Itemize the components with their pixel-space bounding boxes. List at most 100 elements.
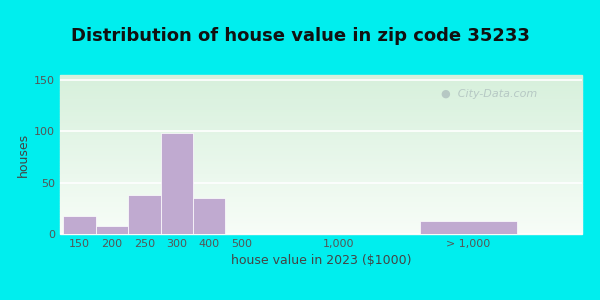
Bar xyxy=(60,88,582,89)
Bar xyxy=(60,140,582,142)
Bar xyxy=(60,91,582,92)
Bar xyxy=(60,221,582,223)
Bar xyxy=(60,207,582,208)
Bar xyxy=(60,147,582,148)
Bar xyxy=(60,224,582,226)
Bar xyxy=(60,231,582,233)
Bar xyxy=(60,150,582,151)
Bar xyxy=(60,142,582,143)
Bar xyxy=(60,163,582,164)
Bar xyxy=(60,164,582,166)
Bar xyxy=(60,116,582,118)
Bar xyxy=(60,161,582,163)
Bar xyxy=(60,115,582,116)
Bar xyxy=(60,169,582,170)
Bar xyxy=(60,178,582,180)
Bar xyxy=(60,166,582,167)
Bar xyxy=(60,196,582,197)
Bar xyxy=(60,183,582,185)
Bar xyxy=(60,86,582,88)
Bar xyxy=(60,232,582,234)
Bar xyxy=(60,172,582,174)
Bar xyxy=(60,124,582,126)
Bar xyxy=(60,113,582,115)
Bar xyxy=(60,85,582,86)
Bar xyxy=(60,177,582,178)
Bar xyxy=(60,118,582,119)
Bar xyxy=(420,221,517,234)
Bar xyxy=(60,121,582,123)
Bar xyxy=(60,228,582,229)
Bar xyxy=(60,158,582,159)
Bar xyxy=(60,180,582,182)
Bar xyxy=(60,129,582,131)
Bar xyxy=(60,89,582,91)
Bar xyxy=(60,128,582,129)
Bar xyxy=(60,175,582,177)
Bar xyxy=(60,76,582,78)
Bar xyxy=(60,139,582,140)
Bar xyxy=(60,110,582,112)
X-axis label: house value in 2023 ($1000): house value in 2023 ($1000) xyxy=(231,254,411,267)
Bar xyxy=(60,167,582,169)
Bar xyxy=(60,145,582,147)
Bar xyxy=(60,94,582,96)
Bar xyxy=(193,198,226,234)
Bar xyxy=(60,159,582,161)
Bar xyxy=(60,174,582,175)
Bar xyxy=(60,182,582,183)
Bar xyxy=(60,80,582,81)
Bar xyxy=(60,99,582,100)
Bar xyxy=(60,107,582,108)
Bar xyxy=(60,223,582,224)
Bar xyxy=(60,218,582,220)
Bar xyxy=(60,83,582,85)
Bar xyxy=(60,96,582,97)
Bar xyxy=(60,154,582,156)
Bar xyxy=(60,220,582,221)
Bar xyxy=(60,226,582,228)
Bar xyxy=(60,204,582,206)
Bar xyxy=(60,108,582,110)
Bar xyxy=(60,97,582,99)
Bar xyxy=(60,103,582,105)
Bar xyxy=(60,212,582,213)
Bar xyxy=(60,206,582,207)
Bar xyxy=(60,119,582,121)
Bar xyxy=(60,194,582,196)
Bar xyxy=(60,191,582,193)
Bar xyxy=(60,151,582,153)
Bar xyxy=(60,199,582,201)
Bar xyxy=(60,123,582,124)
Bar xyxy=(60,92,582,94)
Bar xyxy=(60,112,582,113)
Y-axis label: houses: houses xyxy=(17,132,30,177)
Bar xyxy=(60,134,582,135)
Bar xyxy=(60,137,582,139)
Bar xyxy=(60,188,582,190)
Bar xyxy=(60,229,582,231)
Bar xyxy=(60,185,582,186)
Bar xyxy=(60,170,582,172)
Bar xyxy=(60,193,582,194)
Bar xyxy=(60,102,582,104)
Bar xyxy=(60,201,582,202)
Bar xyxy=(128,195,161,234)
Bar xyxy=(63,215,95,234)
Bar xyxy=(60,135,582,137)
Bar xyxy=(95,226,128,234)
Bar xyxy=(60,213,582,215)
Bar xyxy=(60,153,582,154)
Bar xyxy=(60,208,582,210)
Bar xyxy=(60,215,582,217)
Bar xyxy=(60,132,582,134)
Text: ●  City-Data.com: ● City-Data.com xyxy=(441,89,538,99)
Bar xyxy=(161,134,193,234)
Bar xyxy=(60,190,582,191)
Bar xyxy=(60,75,582,76)
Text: Distribution of house value in zip code 35233: Distribution of house value in zip code … xyxy=(71,27,529,45)
Bar xyxy=(60,217,582,218)
Bar xyxy=(60,210,582,212)
Bar xyxy=(60,81,582,83)
Bar xyxy=(60,197,582,199)
